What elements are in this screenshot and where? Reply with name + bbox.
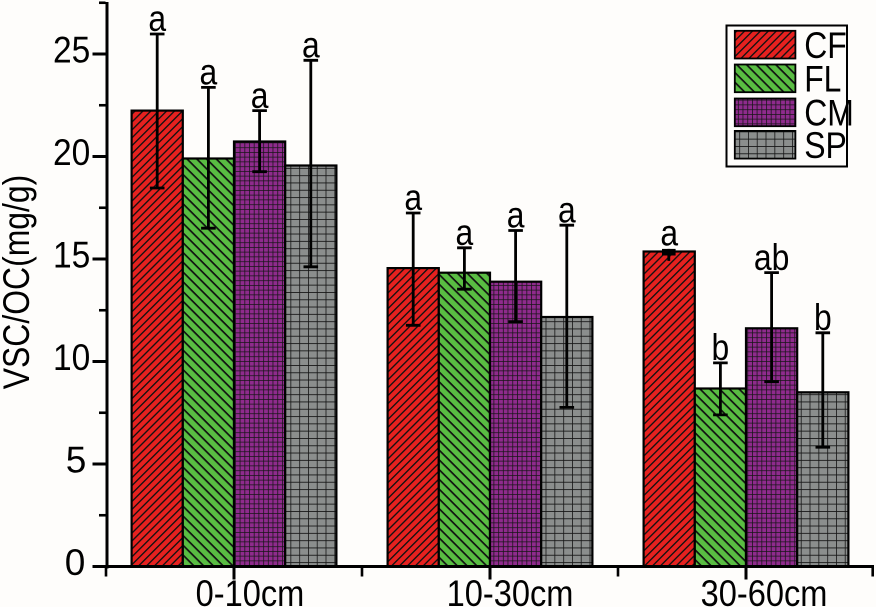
svg-text:0-10cm: 0-10cm [196, 573, 305, 607]
svg-text:10: 10 [53, 337, 90, 378]
svg-text:a: a [200, 52, 218, 93]
svg-text:15: 15 [53, 234, 90, 275]
svg-text:a: a [456, 212, 474, 253]
svg-text:30-60cm: 30-60cm [701, 573, 828, 607]
svg-text:ab: ab [754, 237, 790, 278]
svg-text:b: b [712, 327, 730, 368]
svg-text:CM: CM [804, 93, 854, 134]
svg-text:VSC/OC(mg/g): VSC/OC(mg/g) [0, 175, 37, 390]
svg-text:10-30cm: 10-30cm [447, 573, 574, 607]
svg-text:a: a [558, 189, 576, 230]
svg-text:FL: FL [804, 59, 841, 100]
svg-text:0: 0 [65, 542, 86, 583]
svg-text:CF: CF [804, 25, 847, 66]
svg-text:a: a [660, 213, 678, 254]
svg-text:25: 25 [53, 29, 90, 70]
svg-text:a: a [251, 75, 269, 116]
svg-text:a: a [404, 177, 422, 218]
svg-text:a: a [302, 25, 320, 66]
svg-text:a: a [148, 0, 166, 39]
svg-text:b: b [814, 297, 832, 338]
svg-text:20: 20 [53, 132, 90, 173]
svg-text:SP: SP [804, 125, 847, 166]
svg-text:a: a [507, 195, 525, 236]
svg-text:5: 5 [66, 439, 87, 480]
